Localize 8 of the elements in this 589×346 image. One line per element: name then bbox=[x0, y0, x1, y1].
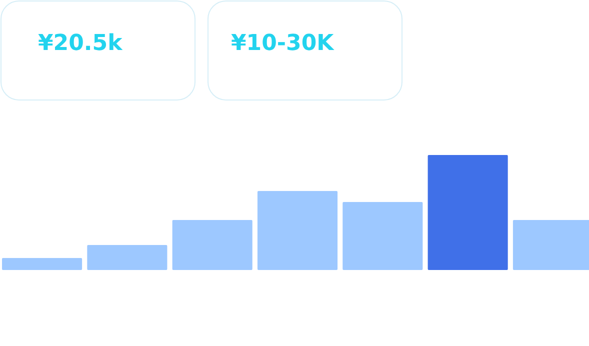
text: ¥20.5k bbox=[38, 31, 124, 56]
bar bbox=[257, 190, 338, 270]
text: ¥10-30K bbox=[231, 31, 335, 56]
bar bbox=[342, 202, 423, 270]
bar bbox=[428, 155, 508, 270]
bar bbox=[87, 245, 168, 270]
bar bbox=[2, 258, 82, 270]
bar bbox=[172, 220, 252, 270]
